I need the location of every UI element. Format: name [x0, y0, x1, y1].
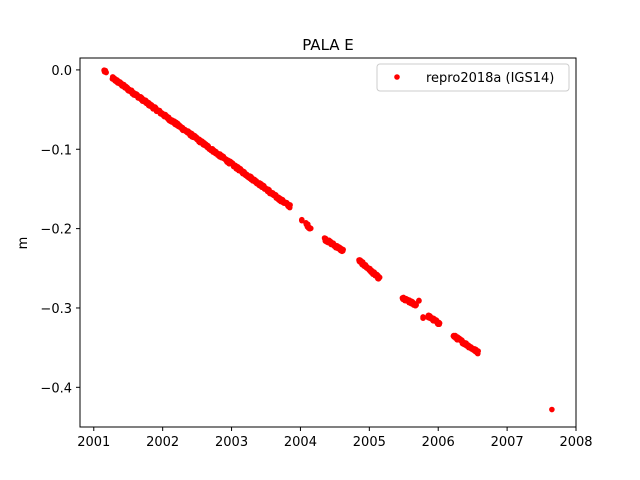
data-point [420, 314, 426, 320]
y-axis: 0.0 −0.1 −0.2 −0.3 −0.4 [40, 64, 80, 396]
y-tick-label: −0.4 [40, 381, 72, 396]
data-point [436, 320, 443, 326]
y-tick-label: −0.1 [40, 143, 72, 158]
x-tick-label: 2001 [77, 435, 110, 450]
data-point [549, 406, 555, 413]
data-point [413, 302, 419, 308]
x-tick-label: 2004 [284, 435, 317, 450]
x-tick-label: 2005 [353, 435, 386, 450]
chart-title: PALA E [302, 36, 354, 54]
data-point [103, 69, 109, 76]
y-tick-label: −0.3 [40, 302, 72, 317]
axes-frame [79, 57, 577, 428]
x-axis: 2001 2002 2003 2004 2005 2006 2007 2008 [77, 427, 593, 450]
y-axis-label: m [16, 237, 31, 250]
legend-marker [394, 74, 400, 80]
y-tick-label: −0.2 [40, 223, 72, 238]
x-tick-label: 2007 [491, 435, 524, 450]
data-point [416, 298, 422, 304]
legend-box [376, 63, 570, 92]
plot-area [101, 67, 555, 413]
data-point [299, 216, 305, 223]
data-point [376, 274, 383, 281]
legend-label: repro2018a (IGS14) [426, 71, 554, 86]
x-tick-label: 2003 [215, 435, 248, 450]
x-tick-label: 2008 [559, 435, 592, 450]
y-tick-label: 0.0 [51, 64, 72, 79]
x-tick-label: 2006 [422, 435, 455, 450]
data-point [475, 348, 481, 354]
data-point [287, 202, 293, 208]
legend: repro2018a (IGS14) [376, 63, 570, 92]
x-tick-label: 2002 [146, 435, 179, 450]
data-point [340, 246, 346, 253]
data-point [307, 225, 314, 232]
